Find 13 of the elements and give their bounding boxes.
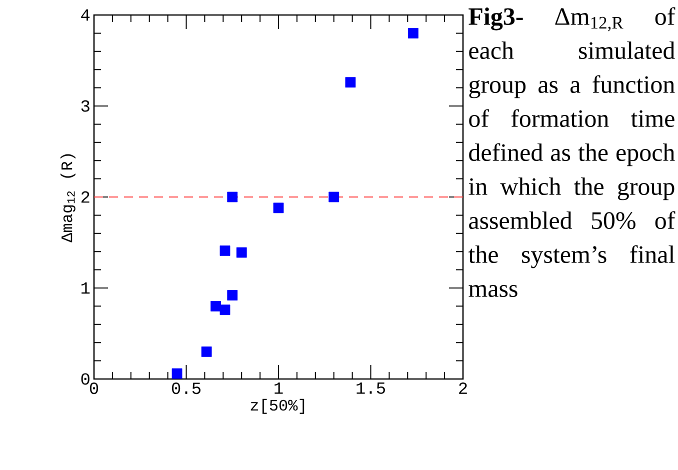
y-tick-label: 2: [81, 191, 90, 203]
text: Δmag$_{12}$ (R): [60, 154, 76, 242]
x-tick-label: 2: [459, 382, 467, 394]
y-tick-label: 3: [81, 100, 90, 112]
y-tick-label: 4: [81, 9, 90, 21]
x-tick-label: 1: [274, 382, 283, 394]
x-tick-label: 0: [90, 382, 98, 394]
y-tick-label: 1: [81, 282, 90, 294]
x-axis-title: z[50%]: [250, 398, 304, 414]
y-tick-label: 0: [81, 373, 90, 385]
text: Fig3- Δm$_{12,R}$ of each simulated group as a function of formation time defined as the epoch in which the group assembled 50% of the system’s final mass: [468, 7, 676, 298]
x-tick-label: 0.5: [172, 382, 200, 394]
x-tick-label: 1.5: [356, 382, 385, 394]
